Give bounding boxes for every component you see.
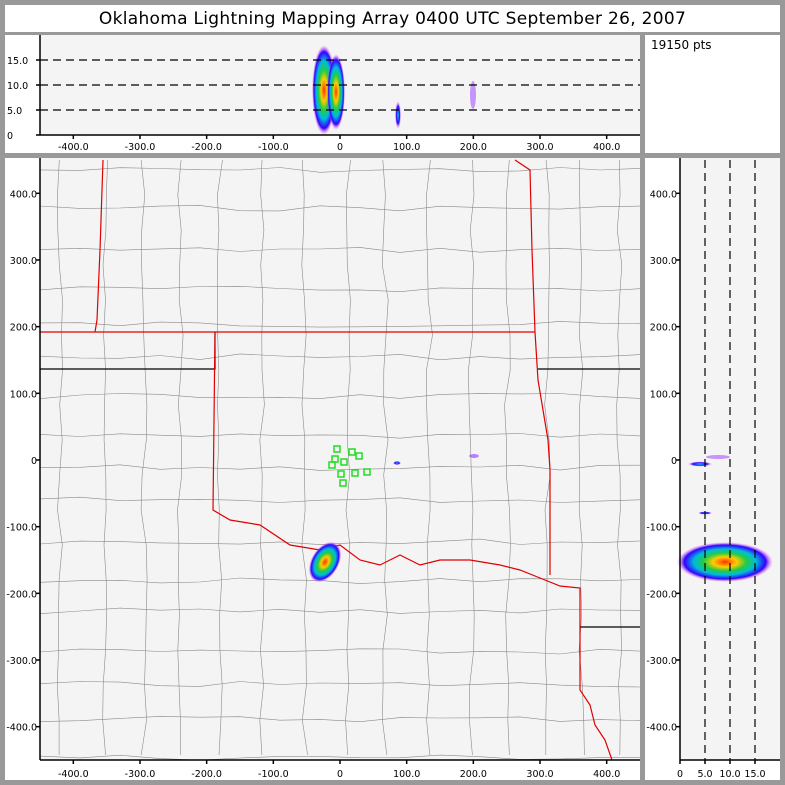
map-y-tick-label: 0 <box>31 456 37 467</box>
right-y-tick-label: 400.0 <box>650 189 677 200</box>
county-lines <box>39 159 641 761</box>
right-x-tick-label: 5.0 <box>697 769 712 780</box>
right-x-tick-label: 10.0 <box>719 769 740 780</box>
map-x-tick-label: 200.0 <box>460 769 487 780</box>
county-line <box>259 159 265 756</box>
county-line <box>504 159 511 756</box>
right-y-tick-label: 100.0 <box>650 389 677 400</box>
map-x-tick-label: -300.0 <box>125 769 156 780</box>
county-line <box>102 159 108 756</box>
top-x-tick-label: 300.0 <box>526 142 553 153</box>
point-count-panel: 19150 pts <box>645 35 780 153</box>
top-y-tick-label: 5.0 <box>7 106 22 117</box>
map-storm <box>308 541 342 583</box>
right-y-tick-label: -100.0 <box>646 523 677 534</box>
county-line <box>140 159 148 756</box>
top-cell-100 <box>395 101 401 129</box>
map-x-tick-label: -100.0 <box>258 769 289 780</box>
map-y-tick-label: -200.0 <box>6 589 37 600</box>
county-line <box>216 159 223 756</box>
top-x-tick-label: -200.0 <box>191 142 222 153</box>
county-line <box>39 607 641 614</box>
map-x-tick-label: 400.0 <box>593 769 620 780</box>
top-x-tick-label: 400.0 <box>593 142 620 153</box>
county-line <box>426 159 433 756</box>
top-y-tick-label: 0 <box>7 131 13 142</box>
top-storm-east <box>327 54 345 130</box>
point-count: 19150 pts <box>651 38 712 52</box>
top-x-tick-label: 200.0 <box>460 142 487 153</box>
top-x-tick-label: 0 <box>337 142 343 153</box>
top-x-tick-label: -100.0 <box>258 142 289 153</box>
map-x-tick-label: -400.0 <box>58 769 89 780</box>
map-y-tick-label: 400.0 <box>10 189 37 200</box>
map-x-tick-label: 0 <box>337 769 343 780</box>
county-line <box>39 464 641 471</box>
county-line <box>39 321 641 328</box>
county-line <box>39 716 641 723</box>
right-y-tick-label: -400.0 <box>646 723 677 734</box>
state-borders <box>40 159 640 761</box>
map-x-tick-label: 300.0 <box>526 769 553 780</box>
county-line <box>616 159 623 756</box>
map-y-tick-label: 300.0 <box>10 256 37 267</box>
page-title: Oklahoma Lightning Mapping Array 0400 UT… <box>5 5 780 32</box>
county-line <box>39 754 640 761</box>
top-y-tick-label: 15.0 <box>7 56 28 67</box>
county-line <box>39 205 641 212</box>
county-line <box>39 433 641 439</box>
county-line <box>39 167 641 173</box>
county-line <box>381 159 389 756</box>
map-y-tick-label: -100.0 <box>6 523 37 534</box>
top-x-tick-label: 100.0 <box>393 142 420 153</box>
county-line <box>39 247 641 253</box>
map-y-tick-label: 200.0 <box>10 323 37 334</box>
map-x-tick-label: -200.0 <box>191 769 222 780</box>
right-storm <box>677 542 773 582</box>
map-x-tick-label: 100.0 <box>393 769 420 780</box>
right-y-tick-label: -300.0 <box>646 656 677 667</box>
right-y-tick-label: 300.0 <box>650 256 677 267</box>
county-line <box>39 285 641 293</box>
county-line <box>39 353 641 361</box>
map-y-tick-label: -400.0 <box>6 723 37 734</box>
top-x-tick-label: -400.0 <box>58 142 89 153</box>
county-line <box>39 538 641 545</box>
map-y-tick-label: -300.0 <box>6 656 37 667</box>
top-cell-200 <box>470 81 476 109</box>
county-line <box>39 577 641 584</box>
county-line <box>301 159 308 756</box>
map-y-tick-label: 100.0 <box>10 389 37 400</box>
county-line <box>39 648 641 655</box>
right-x-tick-label: 0 <box>677 769 683 780</box>
right-cell-plus <box>706 455 730 459</box>
county-line <box>39 496 641 503</box>
right-x-tick-label: 15.0 <box>744 769 765 780</box>
right-y-tick-label: 200.0 <box>650 323 677 334</box>
top-y-tick-label: 10.0 <box>7 81 28 92</box>
lightning-sources <box>308 45 773 583</box>
right-cell-0 <box>688 461 712 467</box>
axes: -400.0 -300.0 -200.0 -100.0 0 100.0 200.0 300.0… <box>6 35 780 780</box>
county-line <box>39 681 641 688</box>
map-plot-area <box>40 158 640 760</box>
top-x-tick-label: -300.0 <box>125 142 156 153</box>
map-cell-100 <box>393 461 401 465</box>
county-line <box>177 159 184 756</box>
right-y-tick-label: -200.0 <box>646 589 677 600</box>
county-line <box>345 159 351 756</box>
county-line <box>56 159 63 755</box>
lma-stations <box>328 445 371 487</box>
right-y-tick-label: 0 <box>671 456 677 467</box>
map-cell-200 <box>469 454 479 458</box>
